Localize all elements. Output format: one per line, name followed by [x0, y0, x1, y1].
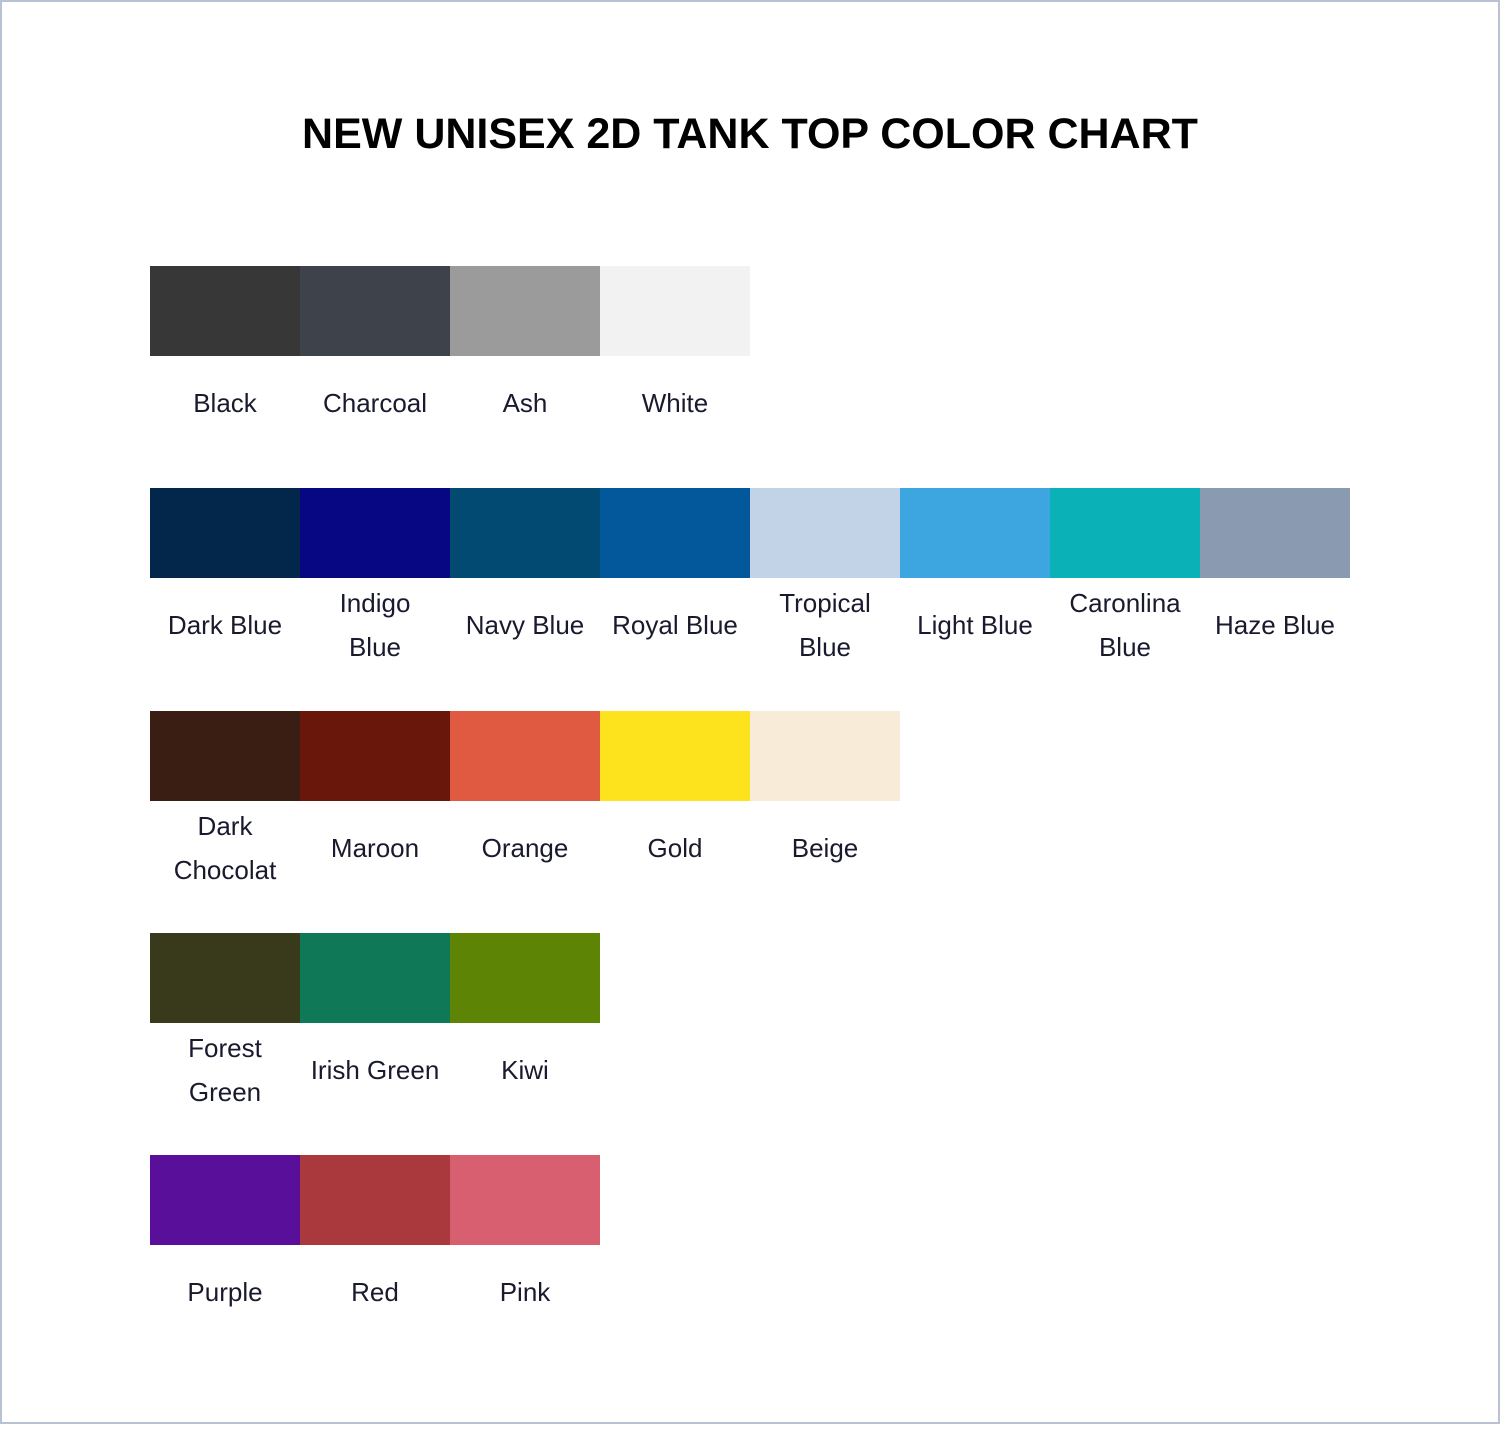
color-label: Ash [502, 388, 548, 418]
color-label: Light Blue [917, 610, 1033, 640]
color-swatch [750, 488, 900, 578]
color-swatch [1200, 488, 1350, 578]
color-swatch-item: Indigo Blue [300, 488, 450, 662]
color-label: Orange [481, 833, 569, 863]
color-swatch [750, 711, 900, 801]
color-swatch-item: Royal Blue [600, 488, 750, 640]
color-swatch-item: Maroon [300, 711, 450, 863]
color-label: Pink [499, 1277, 551, 1307]
color-swatch [300, 711, 450, 801]
color-label: Maroon [330, 833, 420, 863]
page-title: NEW UNISEX 2D TANK TOP COLOR CHART [302, 110, 1198, 158]
color-swatch-item: Ash [450, 266, 600, 418]
color-label: Kiwi [501, 1055, 549, 1085]
color-label: Charcoal [322, 388, 428, 418]
color-label: Dark Blue [167, 610, 283, 640]
color-label: Black [193, 388, 257, 418]
color-swatch-item: Dark Blue [150, 488, 300, 640]
color-swatch-item: Irish Green [300, 933, 450, 1085]
color-swatch [150, 933, 300, 1023]
color-swatch-item: Navy Blue [450, 488, 600, 640]
color-swatch-item: Purple [150, 1155, 300, 1307]
color-swatch-item: Light Blue [900, 488, 1050, 640]
color-swatch [450, 1155, 600, 1245]
color-label: Dark Chocolat [173, 811, 277, 885]
color-label: Forest Green [188, 1033, 262, 1107]
color-swatch [150, 488, 300, 578]
color-swatch [450, 488, 600, 578]
color-swatch-item: Black [150, 266, 300, 418]
color-swatch [600, 711, 750, 801]
color-swatch [300, 933, 450, 1023]
color-swatch-item: Pink [450, 1155, 600, 1307]
color-label: Red [351, 1277, 399, 1307]
color-swatch [1050, 488, 1200, 578]
color-swatch-item: Haze Blue [1200, 488, 1350, 640]
color-swatch [150, 711, 300, 801]
color-label: Purple [187, 1277, 263, 1307]
color-label: Tropical Blue [779, 588, 871, 662]
color-swatch-item: Caronlina Blue [1050, 488, 1200, 662]
color-swatch [900, 488, 1050, 578]
color-label: Navy Blue [465, 610, 585, 640]
color-swatch-item: Kiwi [450, 933, 600, 1085]
color-label: Beige [791, 833, 859, 863]
color-swatch-item: Gold [600, 711, 750, 863]
color-label: Indigo Blue [339, 588, 411, 662]
color-label: Gold [647, 833, 703, 863]
color-swatch-item: Tropical Blue [750, 488, 900, 662]
color-swatch [150, 1155, 300, 1245]
color-swatch [300, 488, 450, 578]
color-swatch [450, 933, 600, 1023]
color-swatch [600, 266, 750, 356]
color-label: Royal Blue [612, 610, 738, 640]
color-swatch-item: Red [300, 1155, 450, 1307]
color-swatch [450, 266, 600, 356]
color-swatch [150, 266, 300, 356]
color-swatch-item: Charcoal [300, 266, 450, 418]
page-border [0, 0, 1500, 1424]
color-swatch [300, 266, 450, 356]
color-swatch [450, 711, 600, 801]
color-label: Irish Green [310, 1055, 440, 1085]
color-swatch-item: White [600, 266, 750, 418]
color-swatch-item: Beige [750, 711, 900, 863]
color-label: White [641, 388, 709, 418]
color-swatch [300, 1155, 450, 1245]
color-swatch-item: Orange [450, 711, 600, 863]
color-swatch-item: Forest Green [150, 933, 300, 1107]
color-swatch-item: Dark Chocolat [150, 711, 300, 885]
color-label: Haze Blue [1215, 610, 1335, 640]
color-label: Caronlina Blue [1069, 588, 1181, 662]
color-swatch [600, 488, 750, 578]
